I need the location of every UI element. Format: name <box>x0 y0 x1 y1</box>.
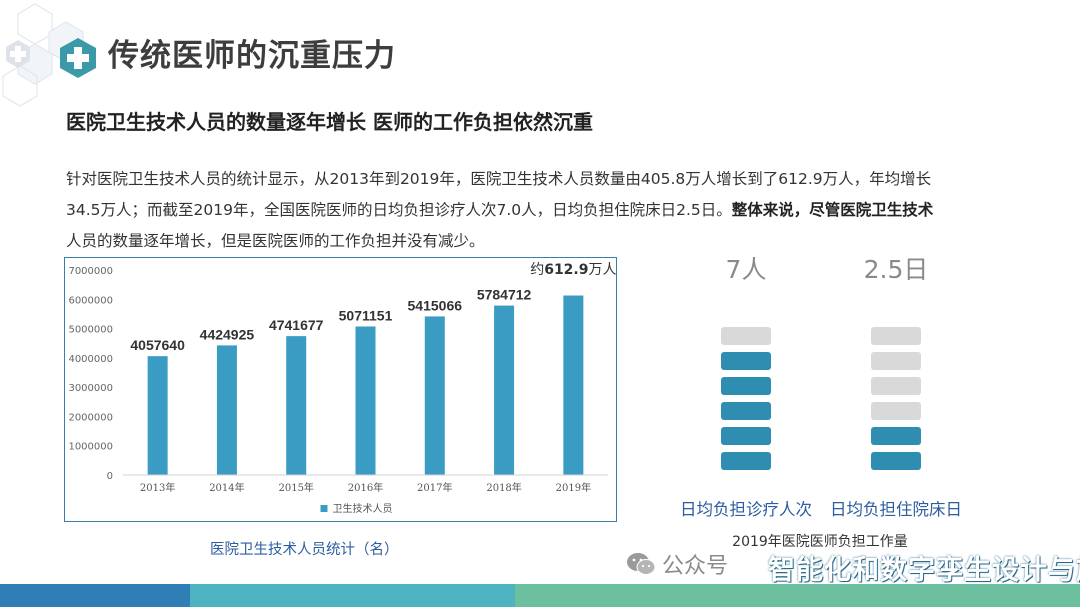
y-tick-label: 3000000 <box>68 383 113 394</box>
segment-empty <box>721 327 771 345</box>
data-label: 4057640 <box>130 337 185 353</box>
x-tick-label: 2015年 <box>278 481 313 494</box>
x-tick-label: 2014年 <box>209 481 244 494</box>
legend-label: 卫生技术人员 <box>333 502 393 515</box>
bar-2017年 <box>424 316 445 475</box>
y-tick-label: 1000000 <box>68 442 113 453</box>
plus-icon-gray <box>6 40 30 68</box>
section-heading: 医院卫生技术人员的数量逐年增长 医师的工作负担依然沉重 <box>66 110 593 134</box>
paragraph-line-2-bold: 整体来说，尽管医院卫生技术 <box>731 201 934 219</box>
plus-icon-teal <box>60 38 96 78</box>
paragraph-line-1: 针对医院卫生技术人员的统计显示，从2013年到2019年，医院卫生技术人员数量由… <box>66 170 932 188</box>
y-tick-label: 5000000 <box>68 325 113 336</box>
wechat-icon <box>627 553 656 575</box>
summary-paragraph: 针对医院卫生技术人员的统计显示，从2013年到2019年，医院卫生技术人员数量由… <box>66 164 996 257</box>
legend-swatch <box>320 505 328 512</box>
bar-2019年 <box>563 295 584 475</box>
chart-caption: 医院卫生技术人员统计（名） <box>210 542 399 558</box>
segment-filled <box>721 352 771 370</box>
bar-2013年 <box>147 356 168 475</box>
last-bar-annotation: 约612.9万人 <box>530 262 616 278</box>
bar-2018年 <box>494 305 515 475</box>
annotation-suffix: 万人 <box>589 262 617 278</box>
segment-filled <box>871 452 921 470</box>
watermark-text: 公众号 <box>662 554 729 579</box>
page-title: 传统医师的沉重压力 <box>108 38 396 74</box>
footer-band-green <box>515 584 1080 607</box>
staff-chart-frame: 0 1000000 2000000 3000000 4000000 5000000 6000… <box>64 257 617 522</box>
segment-empty <box>871 402 921 420</box>
segment-filled <box>721 377 771 395</box>
workload-value-label: 7人 <box>726 255 767 284</box>
y-tick-label: 7000000 <box>68 266 113 277</box>
data-label: 4741677 <box>269 317 324 333</box>
x-tick-label: 2019年 <box>556 481 591 494</box>
staff-bar-chart: 0 1000000 2000000 3000000 4000000 5000000 6000… <box>68 262 616 515</box>
hexagon-decoration <box>2 3 96 107</box>
x-tick-label: 2017年 <box>417 481 452 494</box>
y-tick-label: 4000000 <box>68 354 113 365</box>
segment-filled <box>871 427 921 445</box>
x-tick-label: 2018年 <box>486 481 521 494</box>
bar-2016年 <box>355 326 376 475</box>
segment-filled <box>721 452 771 470</box>
y-tick-label: 2000000 <box>68 412 113 423</box>
workload-panel-title: 2019年医院医师负担工作量 <box>732 534 908 550</box>
segment-empty <box>871 377 921 395</box>
footer-band-blue <box>0 584 190 607</box>
annotation-prefix: 约 <box>530 262 544 278</box>
segment-empty <box>871 327 921 345</box>
paragraph-line-2-normal: 34.5万人；而截至2019年，全国医院医师的日均负担诊疗人次7.0人，日均负担… <box>66 201 732 219</box>
x-tick-label: 2013年 <box>140 481 175 494</box>
segment-empty <box>871 352 921 370</box>
y-tick-label: 0 <box>107 471 113 482</box>
paragraph-line-3: 人员的数量逐年增长，但是医院医师的工作负担并没有减少。 <box>66 232 485 250</box>
footer-band-teal <box>190 584 515 607</box>
workload-item-label: 日均负担住院床日 <box>830 500 962 519</box>
workload-item-label: 日均负担诊疗人次 <box>680 500 812 519</box>
annotation-value: 612.9 <box>544 262 588 278</box>
overlay-caption: 智能化和数字孪生设计与施工 <box>768 555 1080 586</box>
bar-2015年 <box>286 336 307 475</box>
paragraph-line-2: 34.5万人；而截至2019年，全国医院医师的日均负担诊疗人次7.0人，日均负担… <box>66 195 996 226</box>
y-tick-label: 6000000 <box>68 295 113 306</box>
segment-filled <box>721 427 771 445</box>
bar-2014年 <box>216 345 237 475</box>
data-label: 5071151 <box>339 307 393 323</box>
data-label: 4424925 <box>200 326 255 342</box>
segment-filled <box>721 402 771 420</box>
data-label: 5784712 <box>477 287 532 303</box>
x-tick-label: 2016年 <box>348 481 383 494</box>
data-label: 5415066 <box>408 297 463 313</box>
workload-value-label: 2.5日 <box>864 255 929 284</box>
wechat-watermark: 公众号 <box>626 548 728 580</box>
